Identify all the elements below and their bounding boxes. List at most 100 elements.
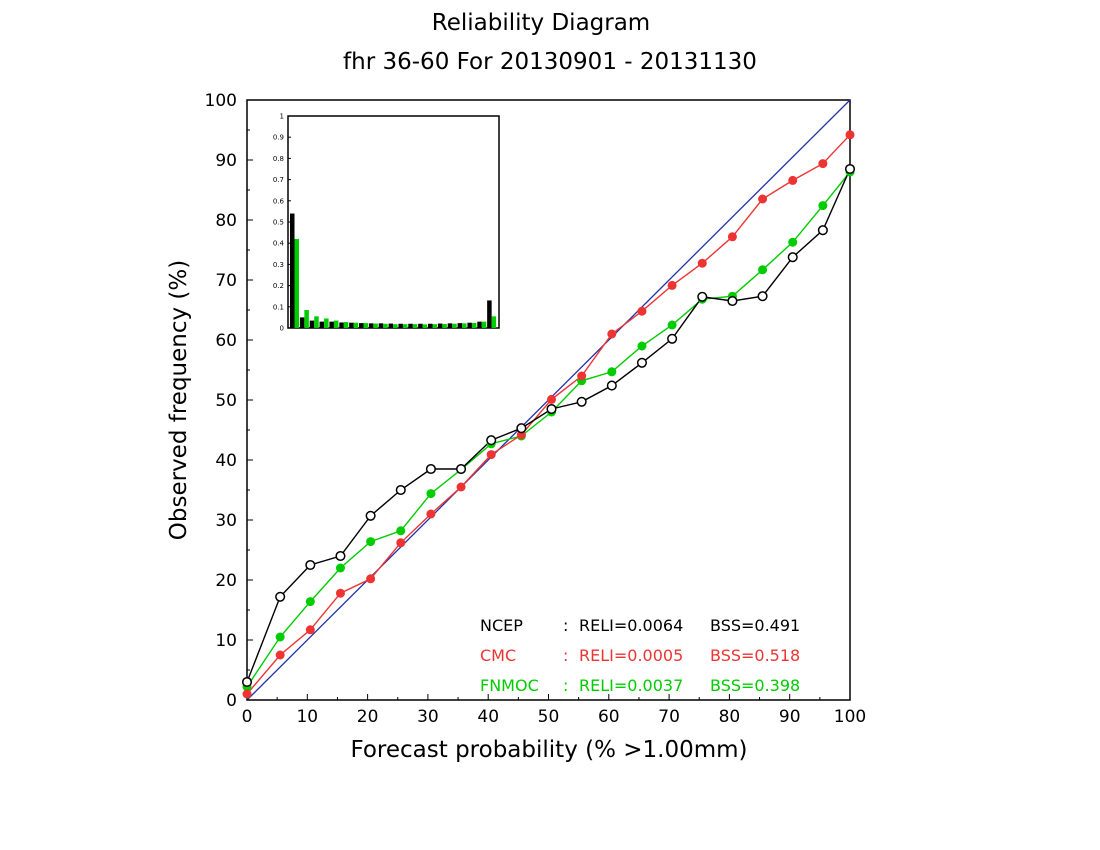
inset-bar-ncep xyxy=(487,300,492,328)
data-point-fnmoc xyxy=(335,563,345,573)
inset-y-tick-label: 0.7 xyxy=(273,176,284,184)
inset-y-tick-label: 0.2 xyxy=(273,282,284,290)
inset-y-tick-label: 0.1 xyxy=(273,303,284,311)
data-point-ncep xyxy=(787,252,798,263)
inset-bar-fnmoc xyxy=(402,324,408,328)
x-tick-label: 80 xyxy=(719,707,741,727)
data-point-ncep xyxy=(817,225,828,236)
data-point-cmc xyxy=(667,280,677,290)
legend-separator: : xyxy=(563,616,568,635)
inset-bar-ncep xyxy=(467,322,472,328)
main-plot: 0 10 20 30 40 50 60 70 80 90 100010203040506070809… xyxy=(205,91,867,727)
data-point-cmc xyxy=(426,509,436,519)
legend-reli-fnmoc: RELI=0.0037 xyxy=(579,676,683,695)
inset-bar-ncep xyxy=(398,323,403,328)
y-tick-label: 40 xyxy=(215,451,237,471)
x-tick-label: 90 xyxy=(779,707,801,727)
data-point-ncep xyxy=(576,396,587,407)
x-axis-label: Forecast probability (% >1.00mm) xyxy=(350,737,747,763)
inset-frame xyxy=(287,115,500,329)
data-point-cmc xyxy=(727,232,737,242)
chart-title: Reliability Diagram xyxy=(432,10,650,36)
data-point-ncep xyxy=(486,435,497,446)
y-tick-label: 70 xyxy=(215,271,237,291)
inset-bar-fnmoc xyxy=(343,322,349,328)
data-point-ncep xyxy=(305,559,316,571)
inset-histogram: 0 0.1 0.2 0.3 0.4 0.5 0.6 0.7 0.8 0.9 1 xyxy=(273,113,500,333)
data-point-fnmoc xyxy=(426,489,436,499)
data-point-ncep xyxy=(606,380,617,391)
inset-bar-fnmoc xyxy=(304,309,309,328)
chart-subtitle: fhr 36-60 For 20130901 - 20131130 xyxy=(343,49,757,75)
data-point-fnmoc xyxy=(788,237,798,247)
inset-bar-fnmoc xyxy=(491,316,497,328)
inset-bar-fnmoc xyxy=(412,324,418,328)
inset-y-tick-label: 0.4 xyxy=(273,240,285,248)
y-tick-label: 100 xyxy=(205,91,237,111)
legend-bss-cmc: BSS=0.518 xyxy=(710,646,800,665)
data-point-cmc xyxy=(242,689,252,699)
legend-bss-ncep: BSS=0.491 xyxy=(710,616,800,635)
inset-bar-ncep xyxy=(408,323,413,328)
data-point-ncep xyxy=(335,550,346,562)
inset-bar-ncep xyxy=(447,323,453,328)
inset-bar-ncep xyxy=(290,213,295,328)
inset-bar-ncep xyxy=(299,317,305,328)
data-point-ncep xyxy=(757,291,768,302)
data-point-cmc xyxy=(637,306,647,316)
legend-name-ncep: NCEP xyxy=(480,616,523,635)
inset-bar-ncep xyxy=(418,323,423,328)
inset-bar-fnmoc xyxy=(294,238,299,328)
legend-bss-fnmoc: BSS=0.398 xyxy=(710,676,800,695)
x-tick-label: 30 xyxy=(417,707,439,727)
y-tick-label: 10 xyxy=(215,631,237,651)
y-tick-label: 90 xyxy=(215,151,237,171)
data-point-cmc xyxy=(456,482,466,492)
inset-bar-fnmoc xyxy=(393,324,398,328)
data-point-fnmoc xyxy=(607,367,617,377)
data-point-ncep xyxy=(516,423,527,434)
legend-separator: : xyxy=(563,676,568,695)
x-tick-label: 0 xyxy=(242,707,253,727)
inset-bar-fnmoc xyxy=(432,324,437,328)
y-tick-label: 20 xyxy=(215,571,237,591)
data-point-cmc xyxy=(697,258,707,268)
inset-bar-ncep xyxy=(437,323,443,328)
data-point-fnmoc xyxy=(818,201,828,211)
inset-bar-ncep xyxy=(368,323,374,328)
data-point-ncep xyxy=(844,163,856,175)
legend-separator: : xyxy=(563,646,568,665)
inset-y-tick-label: 1 xyxy=(280,113,284,121)
data-point-cmc xyxy=(758,194,768,204)
y-tick-label: 60 xyxy=(215,331,237,351)
inset-bar-fnmoc xyxy=(333,320,339,328)
inset-bar-ncep xyxy=(378,323,384,328)
data-point-ncep xyxy=(241,676,253,688)
data-point-fnmoc xyxy=(637,341,647,351)
legend-name-cmc: CMC xyxy=(480,646,516,665)
data-point-cmc xyxy=(335,588,345,598)
legend: NCEP: RELI=0.0064 BSS=0.491 CMC: RELI=0.0005… xyxy=(480,616,800,695)
x-tick-label: 10 xyxy=(296,707,318,727)
data-point-ncep xyxy=(546,403,557,415)
x-tick-label: 20 xyxy=(357,707,379,727)
data-point-ncep xyxy=(275,591,286,602)
data-point-ncep xyxy=(365,510,376,521)
inset-y-tick-label: 0 xyxy=(280,325,284,333)
inset-bar-fnmoc xyxy=(442,323,447,328)
inset-bar-ncep xyxy=(359,323,364,328)
inset-bar-fnmoc xyxy=(363,323,368,328)
data-point-fnmoc xyxy=(667,320,677,330)
data-point-cmc xyxy=(366,574,376,584)
y-tick-label: 80 xyxy=(215,211,237,231)
data-point-cmc xyxy=(305,625,315,635)
data-point-cmc xyxy=(607,329,617,339)
inset-bar-fnmoc xyxy=(471,322,477,328)
inset-y-tick-label: 0.9 xyxy=(273,134,284,142)
data-point-cmc xyxy=(486,450,496,460)
inset-bar-ncep xyxy=(457,323,463,328)
inset-y-tick-label: 0.3 xyxy=(273,261,284,269)
y-tick-label: 30 xyxy=(215,511,237,531)
inset-bar-fnmoc xyxy=(324,318,329,328)
data-point-fnmoc xyxy=(305,597,315,607)
